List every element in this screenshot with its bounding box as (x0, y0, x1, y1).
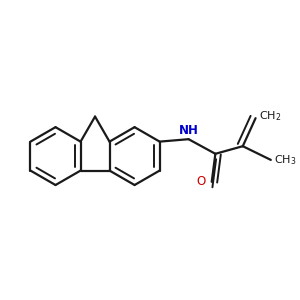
Text: O: O (196, 175, 206, 188)
Text: NH: NH (178, 124, 199, 137)
Text: CH$_2$: CH$_2$ (259, 110, 282, 123)
Text: CH$_3$: CH$_3$ (274, 153, 297, 167)
